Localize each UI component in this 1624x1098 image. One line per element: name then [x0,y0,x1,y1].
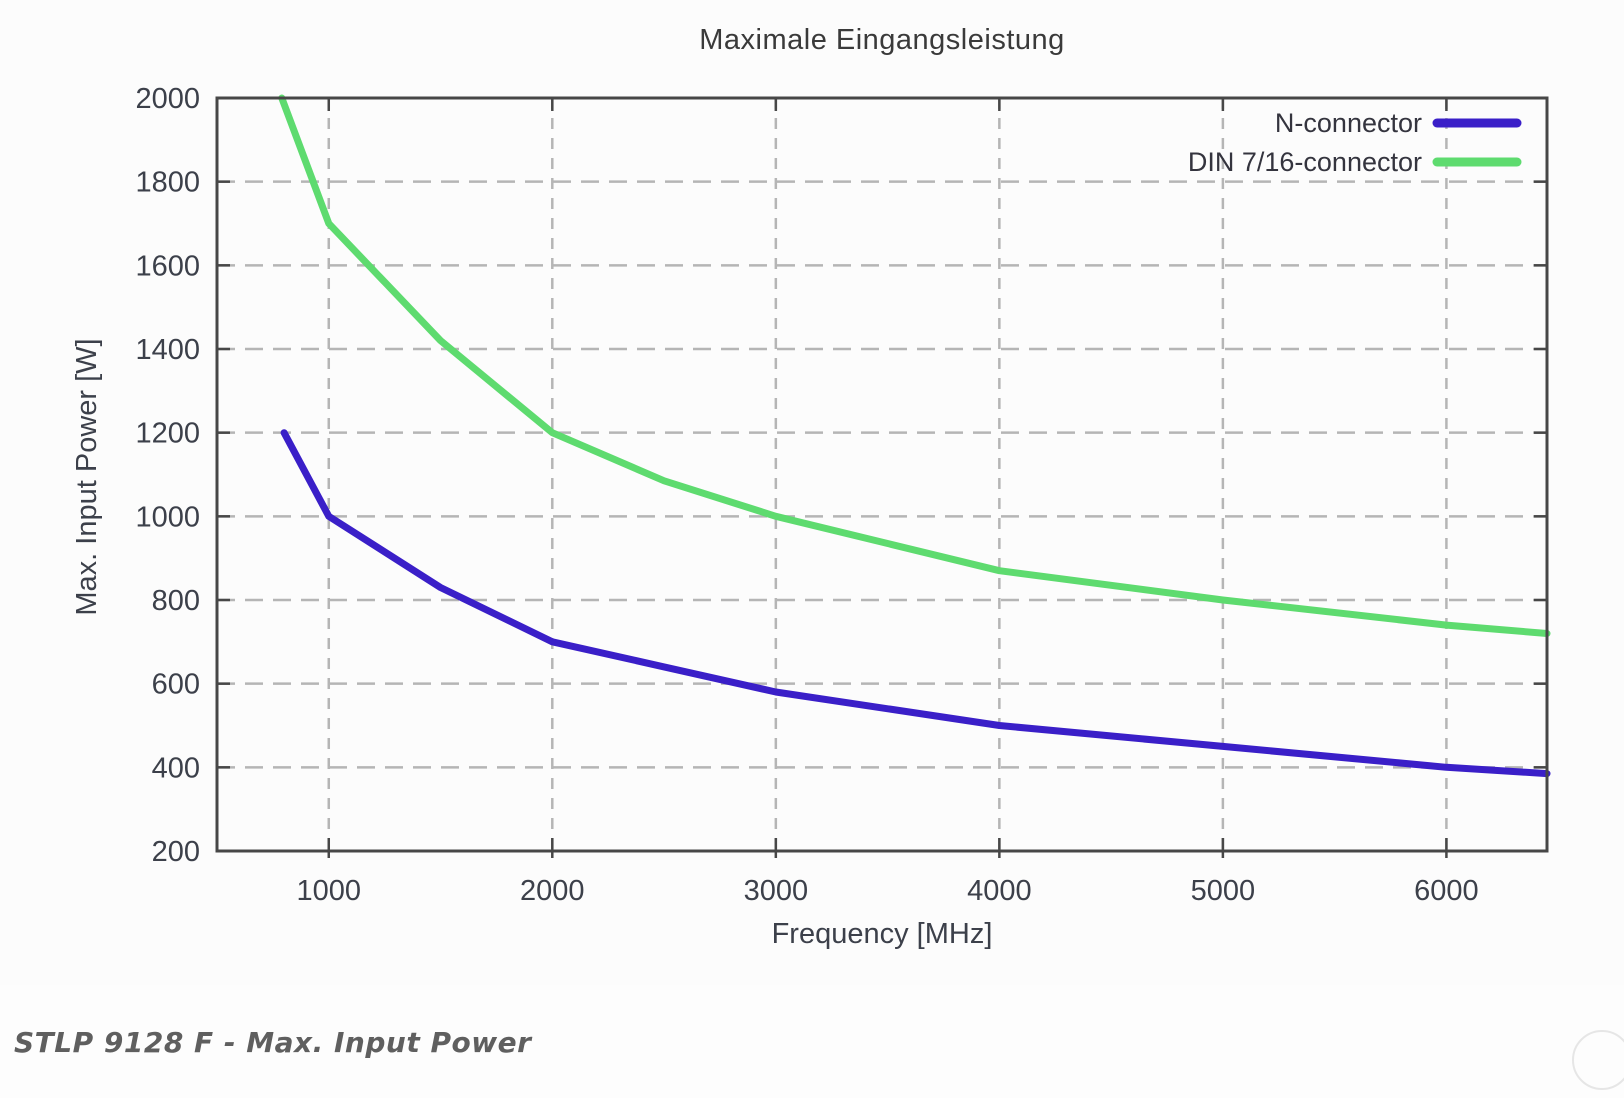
x-tick-label: 1000 [297,875,362,907]
y-tick-label: 400 [152,752,200,784]
tick-marks [217,96,1547,858]
plot-area: 1000 2000 3000 4000 5000 6000 200 400 600 800 1000… [135,83,1551,907]
series-lines [278,94,1551,778]
series-line-n-connector [280,429,1551,778]
x-tick-label: 6000 [1414,875,1479,907]
y-tick-label: 1200 [135,418,200,450]
y-tick-label: 1600 [135,250,200,282]
y-tick-label: 1800 [135,167,200,199]
x-tick-label: 4000 [967,875,1032,907]
chart-title: Maximale Eingangsleistung [699,24,1065,56]
y-tick-label: 1400 [135,334,200,366]
x-tick-label: 5000 [1191,875,1256,907]
series-line-din-7-16-connector [278,94,1551,637]
legend: N-connector DIN 7/16-connector [1188,108,1522,177]
y-tick-label: 2000 [135,83,200,115]
y-tick-label: 800 [152,585,200,617]
gridlines [217,98,1547,851]
y-tick-label: 600 [152,669,200,701]
plot-border [215,96,1549,853]
max-input-power-chart: Maximale Eingangsleistung Max. Input Pow… [71,24,1551,950]
figure-caption: STLP 9128 F - Max. Input Power [14,1026,532,1059]
legend-label: DIN 7/16-connector [1188,147,1422,177]
y-tick-label: 1000 [135,501,200,533]
x-tick-label: 3000 [744,875,809,907]
y-tick-label: 200 [152,836,200,868]
x-axis-label: Frequency [MHz] [771,918,993,950]
scan-smudge-mark [1572,1030,1624,1090]
tick-labels: 1000 2000 3000 4000 5000 6000 200 400 600 800 1000… [135,83,1478,907]
x-tick-label: 2000 [520,875,585,907]
legend-label: N-connector [1275,108,1422,138]
